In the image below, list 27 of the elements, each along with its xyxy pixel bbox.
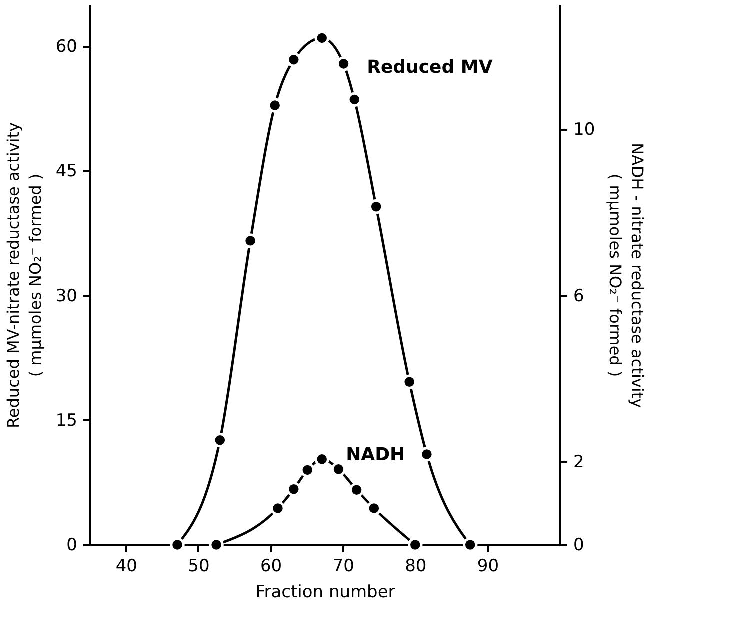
y-axis-title: Reduced MV-nitrate reductase activity ( mμmoles NO₂⁻ formed ) — [4, 122, 45, 428]
point — [300, 462, 316, 478]
y2-tick-label: 2 — [574, 452, 584, 472]
series-label: NADH — [346, 444, 406, 466]
x-tick-label: 90 — [477, 556, 500, 576]
y-tick-label: 45 — [56, 162, 78, 182]
point — [331, 462, 346, 477]
x-axis-title: Fraction number — [256, 582, 396, 602]
x-tick-label: 50 — [188, 556, 210, 576]
series-label: Reduced MV — [367, 57, 493, 78]
y-tick-label: 0 — [66, 536, 78, 556]
y2-tick-label: 6 — [574, 286, 584, 306]
x-tick-label: 40 — [116, 556, 138, 576]
y2-axis-title: NADH - nitrate reductase activity ( mμmoles NO₂⁻ formed ) — [606, 142, 648, 408]
y-tick-label: 30 — [56, 286, 78, 306]
x-tick-label: 60 — [260, 556, 282, 576]
x-tick-label: 80 — [405, 556, 427, 576]
x-tick-label: 70 — [332, 556, 354, 576]
point — [270, 501, 286, 516]
y2-tick-label: 0 — [574, 536, 584, 556]
y-tick-label: 15 — [56, 410, 78, 431]
y2-tick-label: 10 — [574, 120, 596, 140]
point — [286, 482, 302, 497]
point — [349, 482, 364, 498]
point — [408, 538, 423, 552]
y-tick-label: 60 — [56, 37, 78, 58]
point — [366, 501, 382, 516]
